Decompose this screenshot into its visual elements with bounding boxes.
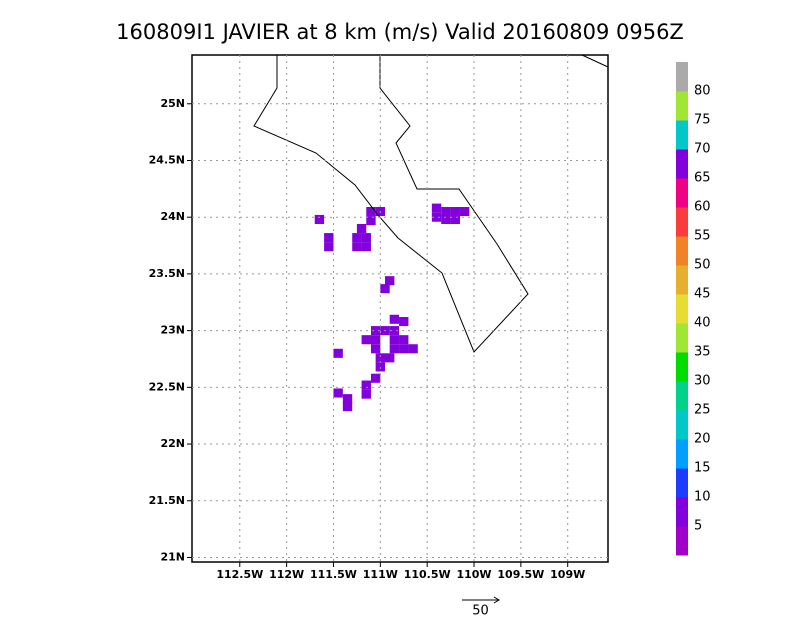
wind-cell (399, 317, 409, 327)
colorbar-label: 5 (694, 519, 702, 534)
wind-cell (314, 214, 325, 224)
y-tick-label: 24N (160, 210, 185, 223)
colorbar-label: 10 (694, 490, 711, 505)
coastline (581, 54, 609, 68)
y-tick-label: 22.5N (149, 380, 185, 393)
colorbar-label: 75 (694, 113, 711, 128)
colorbar-segment (676, 91, 688, 121)
x-tick-label: 112W (269, 568, 304, 581)
colorbar-segment (676, 62, 688, 92)
chart-title: 160809I1 JAVIER at 8 km (m/s) Valid 2016… (116, 20, 684, 44)
colorbar-segment (676, 149, 688, 179)
y-tick-label: 25N (160, 97, 185, 110)
x-tick-label: 110W (456, 568, 491, 581)
wind-cell (361, 380, 371, 390)
wind-cell (389, 344, 400, 354)
x-tick-label: 109.5W (497, 568, 544, 581)
wind-cell (389, 314, 400, 324)
colorbar-segment (676, 323, 688, 353)
colorbar-segment (676, 294, 688, 324)
wind-cell (441, 214, 451, 224)
colorbar-segment (676, 178, 688, 208)
y-tick-label: 23.5N (149, 267, 185, 280)
colorbar-segment (676, 526, 688, 556)
wind-cell (333, 388, 343, 398)
y-tick-label: 24.5N (149, 153, 185, 166)
vector-key-head (493, 596, 500, 604)
wind-cell (324, 233, 334, 243)
wind-cell (370, 335, 381, 345)
wind-cell (389, 326, 400, 336)
wind-cell (342, 402, 353, 412)
colorbar-label: 15 (694, 461, 711, 476)
colorbar-label: 45 (694, 287, 711, 302)
wind-cell (361, 335, 371, 345)
wind-cell (361, 389, 371, 399)
wind-cell (399, 335, 409, 345)
wind-cell (385, 276, 395, 286)
wind-cell (431, 212, 442, 222)
colorbar-label: 50 (694, 258, 711, 273)
x-tick-label: 111.5W (310, 568, 357, 581)
wind-cell (385, 353, 395, 363)
wind-cell (361, 233, 371, 243)
wind-cell (342, 394, 353, 404)
wind-cell (370, 326, 381, 336)
wind-cell (389, 335, 400, 345)
colorbar-label: 65 (694, 171, 711, 186)
colorbar-segment (676, 352, 688, 382)
wind-cell (333, 348, 343, 358)
colorbar-segment (676, 120, 688, 150)
colorbar-segment (676, 468, 688, 498)
colorbar-segment (676, 265, 688, 295)
wind-cell (370, 344, 381, 354)
colorbar-label: 20 (694, 432, 711, 447)
colorbar-label: 40 (694, 316, 711, 331)
x-tick-label: 112.5W (216, 568, 263, 581)
colorbar-segment (676, 497, 688, 527)
y-tick-label: 21.5N (149, 494, 185, 507)
wind-cell (352, 233, 362, 243)
wind-cell (441, 206, 451, 217)
wind-cell (352, 242, 362, 252)
colorbar-segment (676, 236, 688, 266)
plot-frame (191, 54, 609, 563)
x-tick-label: 110.5W (404, 568, 451, 581)
colorbar-segment (676, 439, 688, 469)
wind-cell (399, 344, 409, 354)
wind-cell (459, 206, 470, 217)
wind-cell (450, 206, 460, 217)
colorbar-label: 80 (694, 84, 711, 99)
wind-cell (324, 242, 334, 252)
wind-cell (366, 206, 376, 217)
wind-cell (431, 203, 442, 213)
y-tick-label: 22N (160, 437, 185, 450)
colorbar-segment (676, 410, 688, 440)
vector-key-label: 50 (472, 604, 489, 619)
wind-cell (408, 344, 418, 354)
colorbar-label: 60 (694, 200, 711, 215)
colorbar-label: 55 (694, 229, 711, 244)
x-tick-label: 109W (550, 568, 585, 581)
wind-cell (370, 373, 381, 383)
y-tick-label: 23N (160, 324, 185, 337)
colorbar-label: 30 (694, 374, 711, 389)
wind-cell (361, 242, 371, 252)
wind-cell (375, 353, 386, 363)
coastline (253, 55, 529, 353)
colorbar-label: 35 (694, 345, 711, 360)
cells (314, 203, 470, 412)
wind-cell (380, 284, 390, 294)
colorbar-label: 25 (694, 403, 711, 418)
wind-cell (356, 224, 367, 234)
colorbar-segment (676, 381, 688, 411)
y-tick-label: 21N (160, 550, 185, 563)
x-tick-label: 111W (363, 568, 398, 581)
wind-cell (450, 214, 460, 224)
wind-cell (375, 362, 386, 372)
colorbar-segment (676, 207, 688, 237)
wind-cell (366, 216, 376, 226)
colorbar-label: 70 (694, 142, 711, 157)
